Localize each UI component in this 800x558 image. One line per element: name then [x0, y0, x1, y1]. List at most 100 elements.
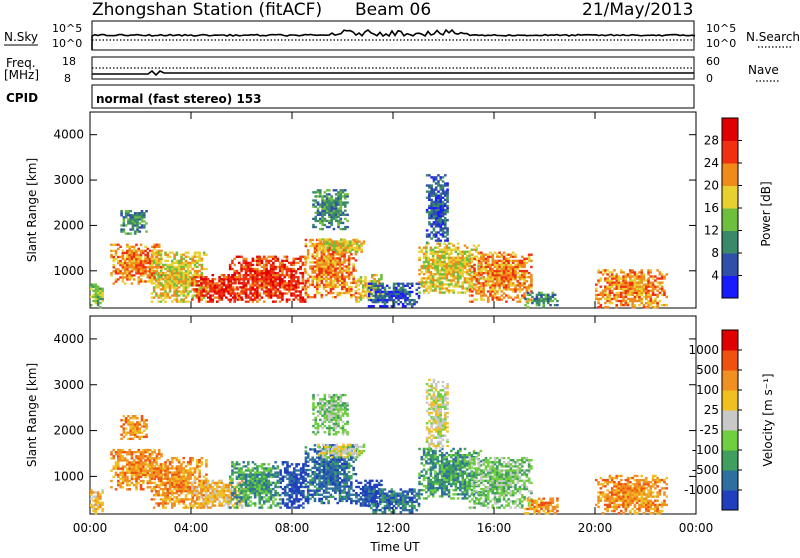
data-cell [122, 274, 125, 276]
data-cell [132, 224, 135, 226]
data-cell [180, 276, 183, 278]
data-cell [441, 263, 444, 265]
data-cell [119, 272, 122, 274]
data-cell [439, 275, 442, 277]
data-cell [615, 273, 618, 275]
data-cell [140, 264, 143, 266]
data-cell [133, 465, 136, 467]
data-cell [450, 253, 453, 255]
data-cell [227, 278, 230, 280]
data-cell [435, 225, 438, 227]
data-cell [245, 292, 248, 294]
data-cell [218, 494, 221, 496]
data-cell [415, 293, 418, 295]
data-cell [160, 469, 163, 471]
data-cell [341, 286, 344, 288]
data-cell [358, 240, 361, 242]
data-cell [157, 266, 160, 268]
data-cell [441, 281, 444, 283]
data-cell [402, 283, 405, 285]
data-cell [281, 274, 284, 276]
data-cell [117, 260, 120, 262]
data-cell [446, 199, 449, 201]
data-cell [198, 502, 201, 504]
data-cell [178, 500, 181, 502]
data-cell [156, 246, 159, 248]
data-cell [317, 201, 320, 203]
data-cell [162, 469, 165, 471]
data-cell [153, 465, 156, 467]
data-cell [355, 269, 358, 271]
data-cell [196, 280, 199, 282]
data-cell [268, 296, 271, 298]
data-cell [286, 260, 289, 262]
data-cell [482, 284, 485, 286]
data-cell [485, 260, 488, 262]
data-cell [274, 266, 277, 268]
data-cell [236, 256, 239, 258]
data-cell [117, 244, 120, 246]
data-cell [133, 262, 136, 264]
data-cell [281, 282, 284, 284]
data-cell [448, 255, 451, 257]
data-cell [180, 274, 183, 276]
data-cell [205, 465, 208, 467]
data-cell [336, 274, 339, 276]
data-cell [270, 294, 273, 296]
data-cell [221, 480, 224, 482]
data-cell [125, 224, 128, 226]
data-cell [342, 203, 345, 205]
data-cell [514, 290, 517, 292]
data-cell [436, 273, 439, 275]
data-cell [501, 264, 504, 266]
data-cell [409, 293, 412, 295]
data-cell [346, 259, 349, 261]
data-cell [151, 266, 154, 268]
data-cell [335, 189, 338, 191]
data-cell [444, 184, 447, 186]
data-cell [272, 288, 275, 290]
data-cell [547, 296, 550, 298]
data-cell [540, 292, 543, 294]
data-cell [143, 212, 146, 214]
data-cell [211, 282, 214, 284]
data-cell [477, 244, 480, 246]
data-cell [295, 262, 298, 264]
data-cell [344, 214, 347, 216]
data-cell [160, 498, 163, 500]
data-cell [211, 298, 214, 300]
data-cell [631, 284, 634, 286]
data-cell [164, 498, 167, 500]
data-cell [256, 262, 259, 264]
data-cell [131, 472, 134, 474]
data-cell [661, 281, 664, 283]
data-cell [327, 269, 330, 271]
data-cell [221, 288, 224, 290]
data-cell [505, 288, 508, 290]
data-cell [432, 251, 435, 253]
data-cell [409, 295, 412, 297]
data-cell [169, 296, 172, 298]
data-cell [147, 266, 150, 268]
data-cell [288, 276, 291, 278]
data-cell [140, 461, 143, 463]
data-cell [606, 288, 609, 290]
data-cell [198, 469, 201, 471]
data-cell [523, 282, 526, 284]
data-cell [466, 259, 469, 261]
data-cell [514, 264, 517, 266]
data-cell [441, 261, 444, 263]
data-cell [552, 294, 555, 296]
data-cell [126, 244, 129, 246]
data-cell [494, 252, 497, 254]
data-cell [496, 260, 499, 262]
data-cell [299, 266, 302, 268]
data-cell [265, 262, 268, 264]
data-cell [119, 246, 122, 248]
data-cell [293, 280, 296, 282]
data-cell [243, 284, 246, 286]
data-cell [311, 278, 314, 280]
data-cell [464, 261, 467, 263]
data-cell [328, 214, 331, 216]
data-cell [430, 176, 433, 178]
